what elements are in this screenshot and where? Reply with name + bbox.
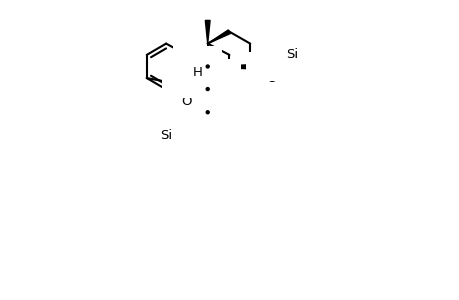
Polygon shape bbox=[205, 20, 210, 44]
Polygon shape bbox=[207, 65, 250, 69]
Text: O: O bbox=[181, 95, 192, 108]
Polygon shape bbox=[250, 67, 272, 80]
Text: H: H bbox=[192, 66, 202, 79]
Circle shape bbox=[206, 88, 209, 91]
Text: O: O bbox=[265, 72, 276, 85]
Text: Si: Si bbox=[286, 48, 298, 62]
Text: H: H bbox=[211, 79, 221, 92]
Text: H: H bbox=[211, 100, 221, 113]
Text: Si: Si bbox=[160, 129, 172, 142]
Polygon shape bbox=[207, 30, 230, 43]
Circle shape bbox=[206, 111, 209, 114]
Circle shape bbox=[206, 65, 209, 68]
